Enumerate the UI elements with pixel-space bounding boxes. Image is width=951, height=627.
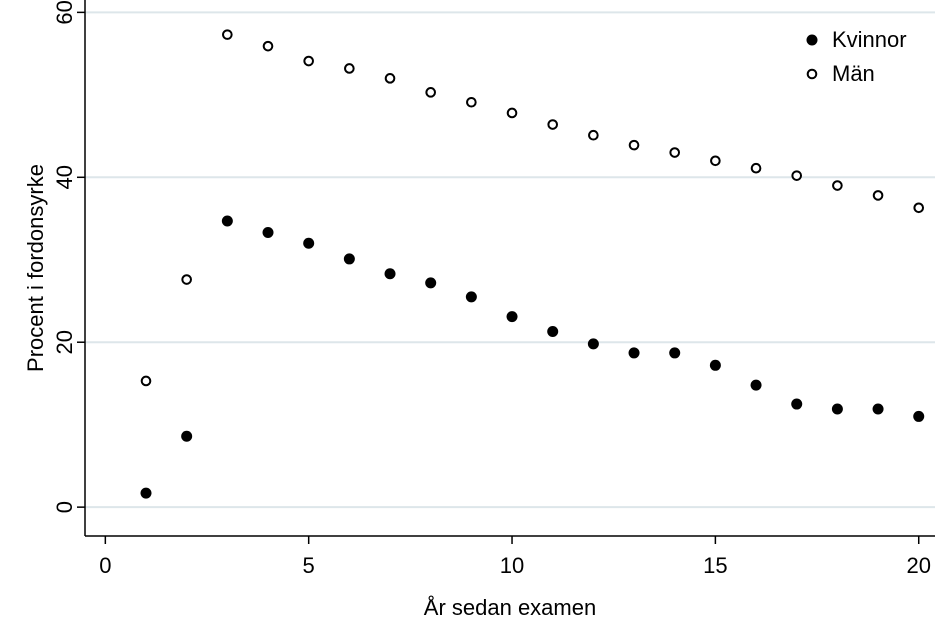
point-män bbox=[181, 274, 192, 285]
point-kvinnor bbox=[587, 338, 599, 350]
point-kvinnor bbox=[506, 311, 518, 323]
point-män bbox=[547, 119, 559, 130]
point-män bbox=[872, 190, 884, 201]
point-män bbox=[913, 202, 925, 214]
point-kvinnor bbox=[262, 227, 274, 239]
point-kvinnor bbox=[628, 347, 640, 359]
legend: Kvinnor Män bbox=[806, 27, 907, 86]
point-kvinnor bbox=[831, 403, 843, 415]
point-kvinnor bbox=[140, 487, 152, 499]
y-ticks: 0 20 40 60 bbox=[52, 0, 85, 513]
point-män bbox=[710, 155, 721, 167]
point-kvinnor bbox=[384, 268, 396, 280]
y-tick-label: 20 bbox=[52, 330, 77, 354]
point-kvinnor bbox=[709, 359, 721, 371]
y-axis-title: Procent i fordonsyrke bbox=[23, 164, 48, 372]
x-tick-label: 15 bbox=[703, 553, 727, 578]
point-män bbox=[425, 87, 436, 98]
y-tick-label: 60 bbox=[52, 0, 77, 24]
point-kvinnor bbox=[465, 291, 477, 303]
legend-marker bbox=[806, 34, 818, 46]
point-kvinnor bbox=[669, 347, 681, 359]
point-män bbox=[140, 375, 152, 387]
legend-marker bbox=[806, 68, 818, 80]
point-kvinnor bbox=[343, 253, 355, 265]
point-kvinnor bbox=[303, 237, 315, 249]
gridlines bbox=[85, 11, 935, 509]
x-tick-label: 0 bbox=[99, 553, 111, 578]
point-kvinnor bbox=[547, 325, 559, 337]
x-tick-label: 20 bbox=[906, 553, 930, 578]
point-män bbox=[344, 63, 355, 74]
point-män bbox=[791, 170, 803, 181]
point-kvinnor bbox=[750, 379, 762, 391]
point-män bbox=[628, 139, 640, 151]
x-axis-title: År sedan examen bbox=[424, 595, 596, 620]
point-kvinnor bbox=[791, 398, 803, 410]
point-män bbox=[262, 40, 274, 52]
point-män bbox=[588, 129, 599, 141]
point-män bbox=[832, 180, 843, 191]
point-kvinnor bbox=[425, 277, 437, 289]
point-män bbox=[506, 107, 518, 119]
x-tick-label: 5 bbox=[303, 553, 315, 578]
point-män bbox=[222, 29, 233, 40]
point-kvinnor bbox=[872, 403, 884, 415]
point-kvinnor bbox=[913, 410, 925, 422]
x-tick-label: 10 bbox=[500, 553, 524, 578]
legend-label: Kvinnor bbox=[832, 27, 907, 52]
point-män bbox=[466, 96, 477, 108]
point-kvinnor bbox=[181, 430, 193, 442]
legend-label: Män bbox=[832, 61, 875, 86]
y-tick-label: 40 bbox=[52, 165, 77, 189]
point-män bbox=[384, 73, 396, 84]
point-män bbox=[669, 147, 681, 158]
x-ticks: 0 5 10 15 20 bbox=[99, 536, 931, 578]
data-points bbox=[140, 29, 925, 499]
point-kvinnor bbox=[221, 215, 233, 227]
y-tick-label: 0 bbox=[52, 501, 77, 513]
point-män bbox=[750, 162, 762, 174]
point-män bbox=[303, 55, 314, 67]
